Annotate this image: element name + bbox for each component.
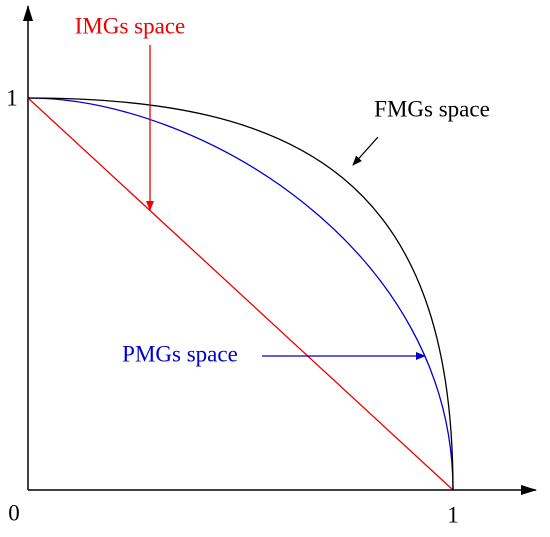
imgs-label: IMGs space xyxy=(75,13,186,38)
y-tick-label: 1 xyxy=(6,85,18,110)
x-tick-label: 1 xyxy=(447,502,459,527)
imgs-line xyxy=(27,97,454,491)
fmgs-arrow xyxy=(352,136,379,166)
pmgs-curve xyxy=(27,97,454,491)
fmgs-label: FMGs space xyxy=(374,96,490,121)
fmgs-curve xyxy=(27,97,454,491)
origin-label: 0 xyxy=(8,500,20,525)
pmgs-label: PMGs space xyxy=(122,341,238,366)
